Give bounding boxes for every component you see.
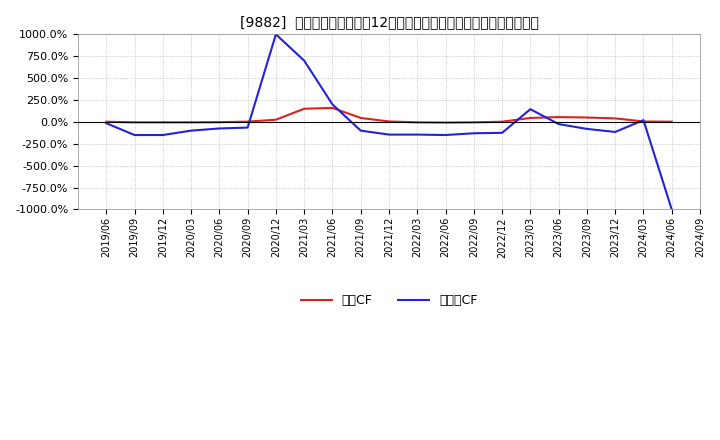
フリーCF bbox=[130, 132, 139, 138]
フリーCF bbox=[243, 125, 252, 130]
営業CF bbox=[130, 120, 139, 125]
営業CF bbox=[441, 120, 450, 125]
フリーCF bbox=[328, 102, 337, 107]
フリーCF bbox=[300, 58, 308, 63]
フリーCF bbox=[639, 117, 648, 123]
営業CF bbox=[300, 106, 308, 111]
フリーCF bbox=[554, 121, 563, 127]
営業CF bbox=[413, 120, 422, 125]
Line: 営業CF: 営業CF bbox=[107, 108, 672, 123]
フリーCF bbox=[469, 131, 478, 136]
営業CF bbox=[582, 115, 591, 120]
営業CF bbox=[611, 116, 619, 121]
営業CF bbox=[667, 119, 676, 125]
フリーCF bbox=[498, 130, 506, 136]
フリーCF bbox=[413, 132, 422, 137]
フリーCF bbox=[384, 132, 393, 137]
営業CF bbox=[554, 114, 563, 120]
フリーCF bbox=[215, 126, 224, 131]
Line: フリーCF: フリーCF bbox=[107, 34, 672, 209]
フリーCF bbox=[158, 132, 167, 138]
フリーCF bbox=[356, 128, 365, 133]
営業CF bbox=[328, 105, 337, 110]
Title: [9882]  キャッシュフローの12か月移動合計の対前年同期増減率の推移: [9882] キャッシュフローの12か月移動合計の対前年同期増減率の推移 bbox=[240, 15, 539, 29]
営業CF bbox=[469, 120, 478, 125]
フリーCF bbox=[102, 121, 111, 126]
営業CF bbox=[639, 119, 648, 124]
フリーCF bbox=[582, 126, 591, 132]
営業CF bbox=[271, 117, 280, 122]
Legend: 営業CF, フリーCF: 営業CF, フリーCF bbox=[296, 289, 482, 312]
フリーCF bbox=[186, 128, 195, 133]
営業CF bbox=[526, 115, 535, 121]
フリーCF bbox=[611, 129, 619, 135]
営業CF bbox=[158, 120, 167, 125]
営業CF bbox=[356, 115, 365, 121]
営業CF bbox=[384, 119, 393, 124]
営業CF bbox=[215, 120, 224, 125]
営業CF bbox=[186, 120, 195, 125]
フリーCF bbox=[441, 132, 450, 138]
フリーCF bbox=[271, 32, 280, 37]
営業CF bbox=[498, 119, 506, 125]
フリーCF bbox=[526, 106, 535, 112]
営業CF bbox=[102, 119, 111, 125]
フリーCF bbox=[667, 207, 676, 212]
営業CF bbox=[243, 119, 252, 124]
